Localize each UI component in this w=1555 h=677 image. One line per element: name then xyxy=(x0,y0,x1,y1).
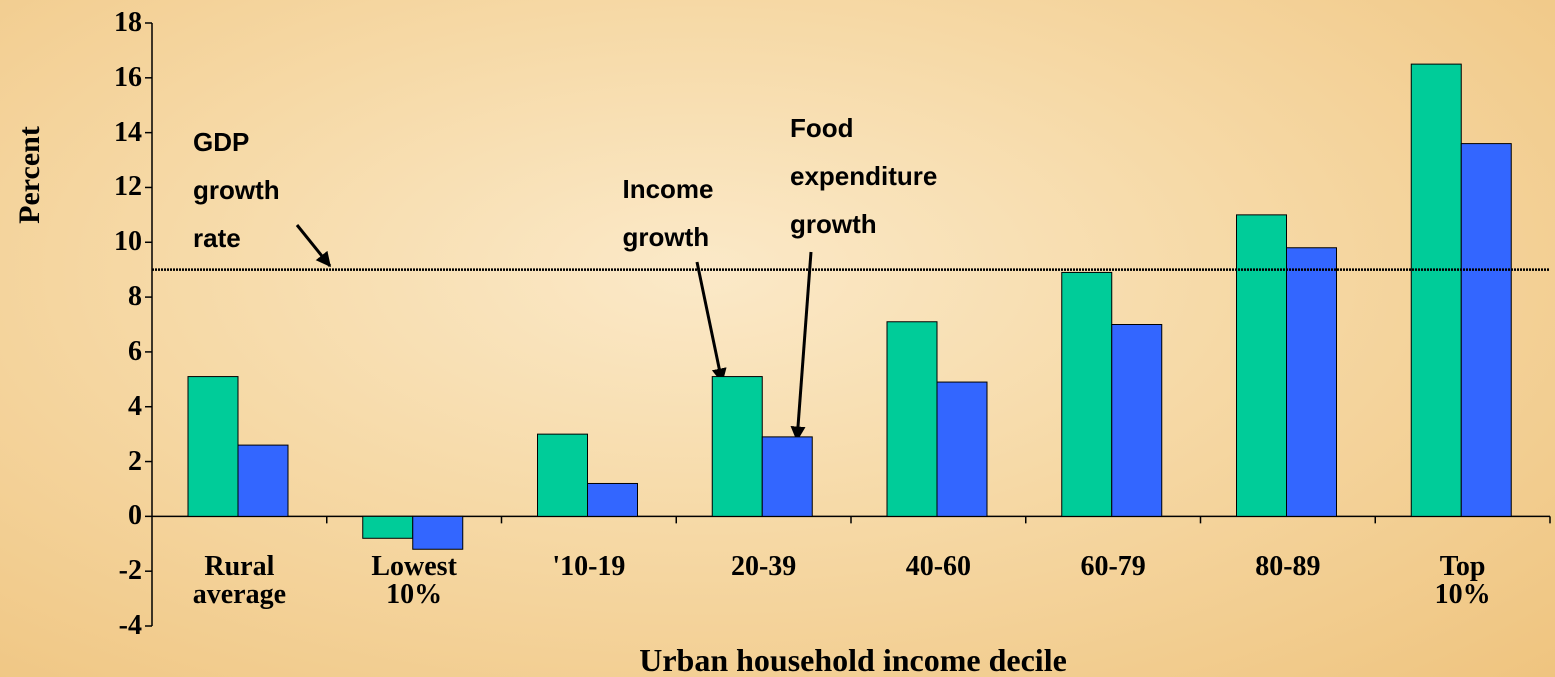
y-tick-label: 12 xyxy=(114,171,142,203)
x-tick-label: '10-19 xyxy=(552,551,626,582)
bar xyxy=(1111,324,1163,517)
reference-label: GDP growth rate xyxy=(193,127,280,253)
bar xyxy=(587,482,638,517)
bar xyxy=(1460,143,1512,517)
arrow xyxy=(790,251,813,442)
y-tick-label: 2 xyxy=(128,445,142,477)
y-tick-label: 10 xyxy=(114,226,142,258)
y-tick-label: 14 xyxy=(114,116,142,148)
x-tick-label: 60-79 xyxy=(1080,551,1146,582)
y-tick-label: 8 xyxy=(128,281,142,313)
x-axis-title: Urban household income decile xyxy=(639,642,1067,677)
bar xyxy=(761,436,813,517)
bar xyxy=(537,433,588,517)
y-tick-label: -2 xyxy=(118,555,142,587)
bar xyxy=(1236,214,1287,517)
bar xyxy=(1286,247,1337,517)
x-tick-label: Lowest 10% xyxy=(371,551,457,610)
annotation: Food expenditure growth xyxy=(790,113,938,239)
bar xyxy=(886,321,938,517)
arrow xyxy=(295,224,332,268)
x-tick-label: Rural average xyxy=(192,551,287,610)
y-tick-label: 4 xyxy=(128,390,142,422)
x-tick-label: 20-39 xyxy=(730,551,797,582)
bar xyxy=(1410,63,1462,517)
x-tick-label: 80-89 xyxy=(1255,551,1321,582)
annotation: Income growth xyxy=(622,174,714,252)
bar xyxy=(187,376,239,517)
y-tick-label: 0 xyxy=(128,500,142,532)
x-tick-label: 40-60 xyxy=(905,551,972,582)
x-tick-label: Top 10% xyxy=(1434,551,1491,610)
bar xyxy=(1061,271,1113,517)
bar xyxy=(711,376,763,517)
y-tick-label: 16 xyxy=(114,61,142,93)
bar xyxy=(362,515,414,539)
bar xyxy=(412,515,464,550)
y-axis-title: Percent xyxy=(13,126,46,224)
y-tick-label: -4 xyxy=(118,610,142,641)
arrow xyxy=(695,261,727,384)
bar xyxy=(936,381,988,517)
y-tick-label: 18 xyxy=(114,7,142,38)
bar xyxy=(237,444,289,517)
y-tick-label: 6 xyxy=(128,335,142,367)
